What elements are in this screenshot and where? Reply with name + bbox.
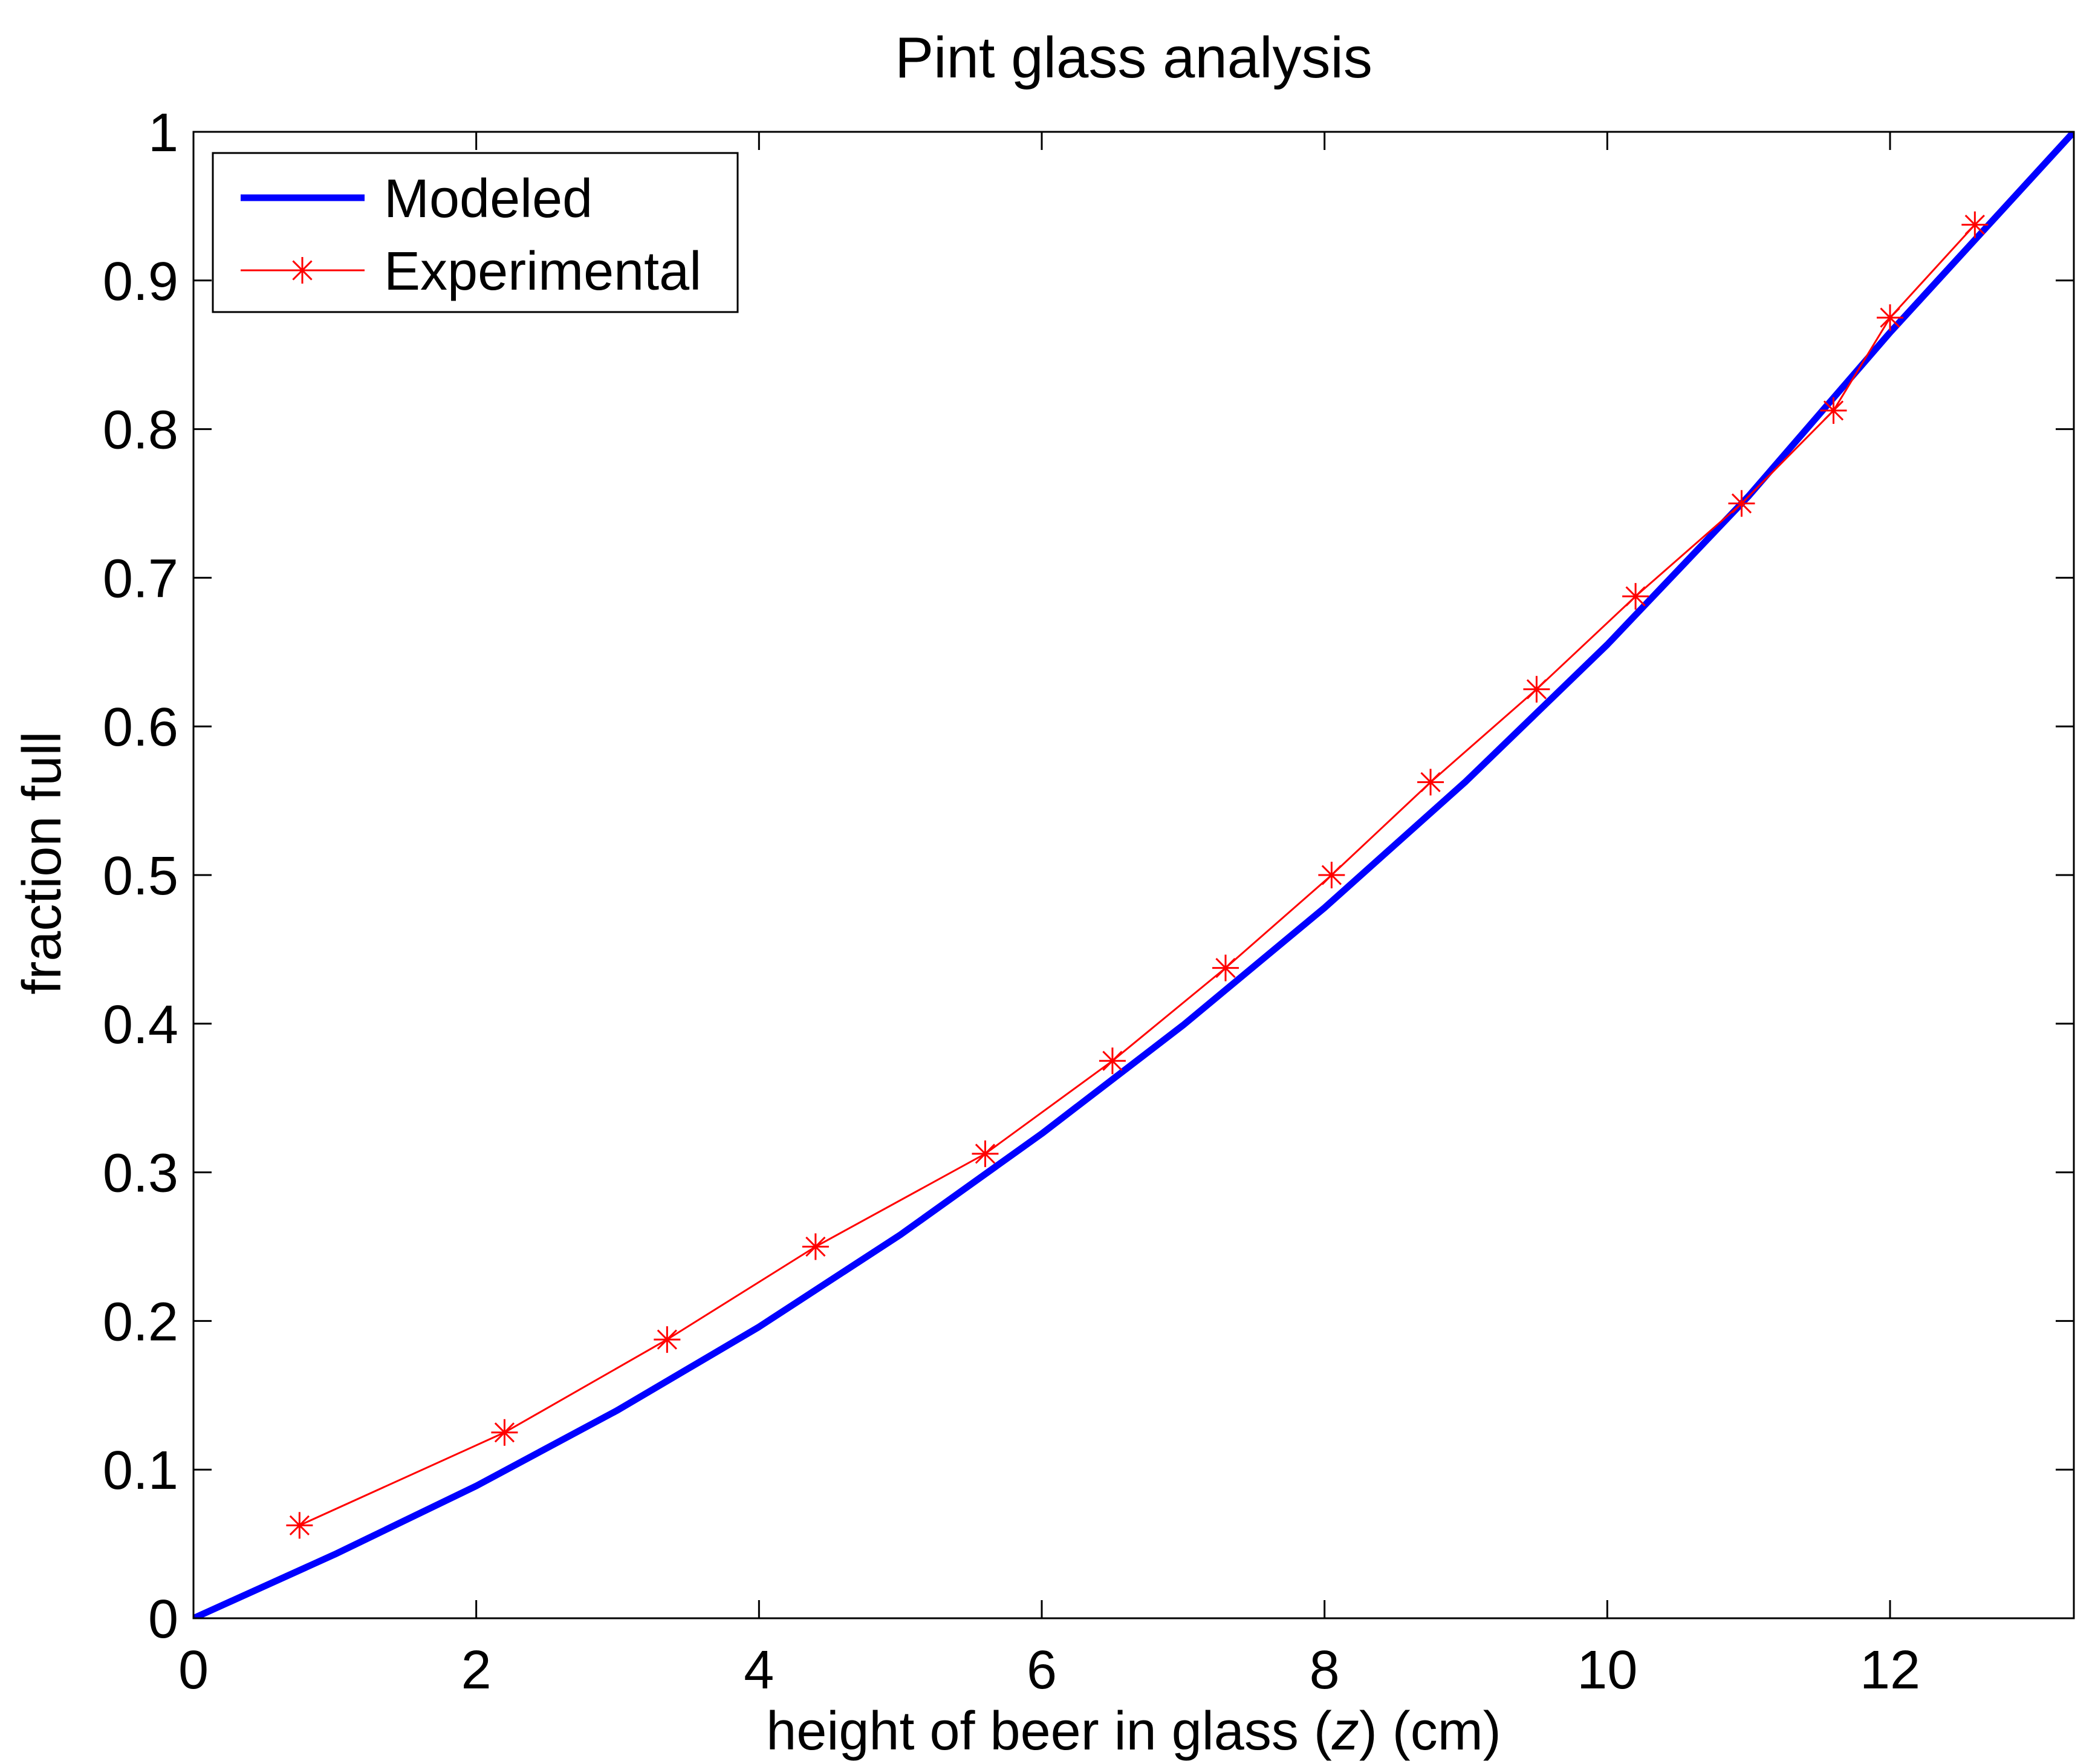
experimental-point [1523,675,1550,703]
y-tick-label: 0.2 [103,1292,178,1352]
experimental-point [1820,397,1847,424]
y-tick-label: 0.7 [103,548,178,609]
x-tick-label: 8 [1310,1640,1340,1701]
y-tick-label: 0.6 [103,697,178,758]
x-tick-label: 12 [1860,1640,1920,1701]
series-layer [193,132,2074,1618]
x-tick-label: 10 [1577,1640,1637,1701]
experimental-point [1622,583,1649,610]
modeled-series-line [193,132,2074,1618]
y-axis-label: fraction full [12,731,73,994]
legend-asterisk [289,257,316,284]
experimental-point [1417,769,1444,796]
experimental-point [1877,304,1904,331]
y-tick-label: 1 [148,103,178,163]
x-axis-label-prefix: height of beer in glass ( [766,1701,1332,1762]
legend: Modeled Experimental [212,152,739,313]
experimental-point [1318,862,1345,888]
plot-frame [192,131,2075,1619]
y-tick-label: 0.4 [103,995,178,1055]
x-tick-label: 0 [178,1640,209,1701]
axis-ticks: 0 2 4 6 8 10 12 0 0.1 0.2 0.3 0.4 0.5 0.6 0.7 0.8 0.9 1 [103,103,2074,1701]
x-tick-label: 4 [744,1640,774,1701]
legend-experimental-marker [289,257,316,284]
y-tick-label: 0.8 [103,400,178,461]
y-tick-label: 0.3 [103,1144,178,1204]
x-axis-label-variable: z [1331,1701,1359,1762]
x-tick-label: 2 [461,1640,492,1701]
experimental-point [1961,211,1989,238]
chart-title: Pint glass analysis [895,25,1372,90]
plot-area [193,132,2074,1618]
y-tick-label: 0 [148,1589,178,1650]
y-tick-label: 0.9 [103,252,178,312]
legend-box [212,152,739,313]
experimental-point [1212,954,1239,981]
x-axis-label: height of beer in glass (z) (cm) [766,1701,1501,1762]
experimental-point [802,1233,829,1260]
x-tick-label: 6 [1027,1640,1057,1701]
experimental-point [972,1140,999,1167]
legend-experimental-label: Experimental [384,241,701,302]
x-axis-label-suffix: ) (cm) [1359,1701,1501,1762]
experimental-point [1728,490,1755,517]
y-tick-label: 0.1 [103,1440,178,1501]
legend-modeled-label: Modeled [384,169,593,229]
experimental-point [1099,1047,1126,1075]
y-tick-label: 0.5 [103,846,178,906]
experimental-point [491,1419,518,1446]
experimental-point [286,1512,313,1539]
experimental-point [654,1326,681,1353]
